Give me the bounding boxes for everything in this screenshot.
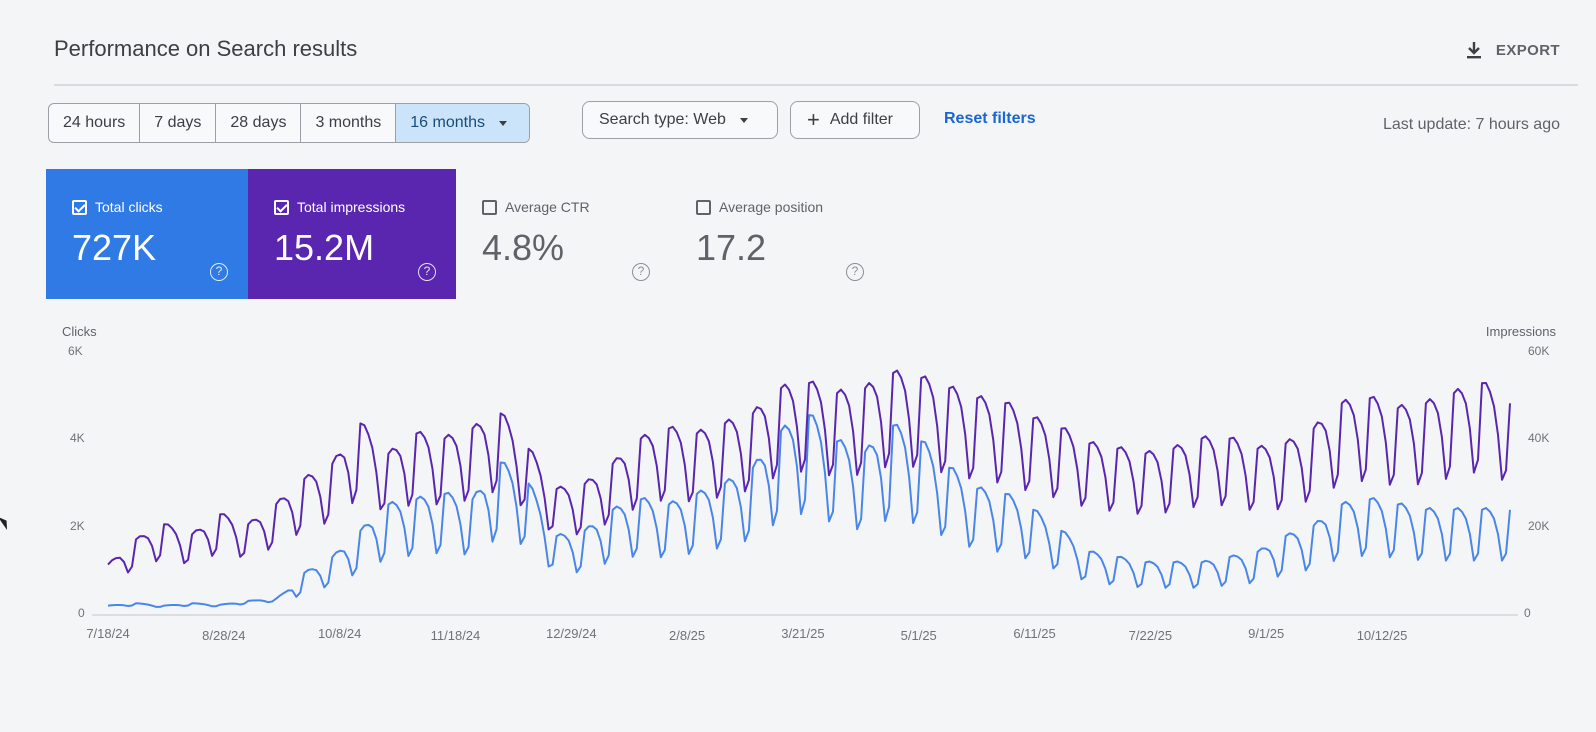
metric-label-text: Average CTR bbox=[505, 199, 590, 215]
help-icon[interactable]: ? bbox=[210, 263, 228, 281]
date-option-label: 7 days bbox=[154, 114, 202, 131]
metric-label: Total impressions bbox=[274, 199, 456, 215]
x-tick-label: 10/8/24 bbox=[317, 626, 362, 641]
metric-label: Average position bbox=[696, 199, 884, 215]
right-tick-60k: 60K bbox=[1528, 344, 1550, 358]
search-type-dropdown[interactable]: Search type: Web bbox=[582, 101, 778, 139]
checkbox-checked-icon[interactable] bbox=[72, 199, 87, 215]
series-line-clicks bbox=[107, 414, 1511, 608]
x-tick-label: 2/8/25 bbox=[669, 628, 706, 643]
plus-icon: + bbox=[807, 107, 820, 132]
right-tick-0: 0 bbox=[1524, 606, 1531, 620]
right-axis-title: Impressions bbox=[1485, 324, 1556, 339]
date-option-label: 16 months bbox=[410, 114, 485, 131]
x-tick-label: 10/12/25 bbox=[1356, 628, 1408, 643]
x-tick-label: 5/1/25 bbox=[900, 628, 937, 643]
last-update-text: Last update: 7 hours ago bbox=[1382, 116, 1560, 133]
help-icon[interactable]: ? bbox=[846, 263, 864, 281]
date-option-16-months[interactable]: 16 months bbox=[396, 104, 529, 142]
checkbox-unchecked-icon[interactable] bbox=[696, 199, 711, 215]
metric-card-impressions[interactable]: Total impressions 15.2M ? bbox=[248, 169, 456, 299]
x-tick-label: 9/1/25 bbox=[1248, 626, 1285, 641]
date-option-7-days[interactable]: 7 days bbox=[140, 104, 217, 142]
checkbox-unchecked-icon[interactable] bbox=[482, 199, 497, 215]
download-icon bbox=[1466, 42, 1481, 59]
date-option-label: 24 hours bbox=[63, 114, 126, 131]
left-tick-0: 0 bbox=[78, 606, 85, 620]
metric-card-clicks[interactable]: Total clicks 727K ? bbox=[46, 169, 248, 299]
page-title: Performance on Search results bbox=[54, 36, 358, 61]
search-type-label: Search type: Web bbox=[599, 111, 726, 128]
metric-cards: Total clicks 727K ? Total impressions 15… bbox=[46, 169, 884, 299]
performance-chart[interactable]: Clicks Impressions 6K 4K 2K 0 60K 40K 20… bbox=[0, 320, 1596, 660]
left-tick-2k: 2K bbox=[70, 519, 85, 533]
x-tick-label: 8/28/24 bbox=[202, 628, 246, 643]
header-divider bbox=[54, 84, 1578, 86]
chart-svg bbox=[92, 369, 1518, 616]
series-line-impressions bbox=[107, 369, 1511, 574]
left-tick-6k: 6K bbox=[68, 344, 83, 358]
checkbox-checked-icon[interactable] bbox=[274, 199, 289, 215]
add-filter-button[interactable]: + Add filter bbox=[790, 101, 920, 139]
x-tick-label: 12/29/24 bbox=[545, 626, 597, 641]
metric-label: Total clicks bbox=[72, 199, 248, 215]
metric-value: 17.2 bbox=[696, 227, 767, 268]
date-option-label: 3 months bbox=[315, 114, 382, 131]
caret-down-icon bbox=[739, 117, 748, 123]
help-icon[interactable]: ? bbox=[632, 263, 650, 281]
metric-label: Average CTR bbox=[482, 199, 670, 215]
right-tick-40k: 40K bbox=[1528, 431, 1550, 445]
metric-label-text: Total clicks bbox=[95, 199, 163, 215]
date-option-label: 28 days bbox=[230, 114, 287, 131]
left-tick-4k: 4K bbox=[70, 431, 85, 445]
metric-value: 15.2M bbox=[274, 227, 375, 268]
add-filter-label: Add filter bbox=[829, 111, 893, 128]
date-option-24-hours[interactable]: 24 hours bbox=[49, 104, 141, 142]
metric-value: 727K bbox=[72, 227, 157, 268]
metric-label-text: Total impressions bbox=[297, 199, 406, 215]
reset-filters-link[interactable]: Reset filters bbox=[944, 110, 1036, 127]
metric-value: 4.8% bbox=[482, 227, 565, 268]
x-tick-label: 3/21/25 bbox=[781, 626, 825, 641]
date-range-selector: 24 hours 7 days 28 days 3 months 16 mont… bbox=[48, 103, 530, 143]
metric-card-ctr[interactable]: Average CTR 4.8% ? bbox=[456, 169, 670, 299]
date-option-28-days[interactable]: 28 days bbox=[216, 104, 302, 142]
export-label: EXPORT bbox=[1495, 41, 1560, 59]
date-option-3-months[interactable]: 3 months bbox=[301, 104, 397, 142]
caret-down-icon bbox=[498, 120, 507, 126]
help-icon[interactable]: ? bbox=[418, 263, 436, 281]
export-button[interactable]: EXPORT bbox=[1464, 40, 1560, 60]
x-tick-label: 6/11/25 bbox=[1013, 626, 1056, 641]
x-tick-label: 7/18/24 bbox=[86, 626, 130, 641]
metric-card-position[interactable]: Average position 17.2 ? bbox=[670, 169, 884, 299]
x-tick-label: 11/18/24 bbox=[430, 628, 481, 643]
metric-label-text: Average position bbox=[719, 199, 824, 215]
x-tick-label: 7/22/25 bbox=[1128, 628, 1173, 643]
right-tick-20k: 20K bbox=[1528, 519, 1550, 533]
left-axis-title: Clicks bbox=[62, 324, 97, 339]
